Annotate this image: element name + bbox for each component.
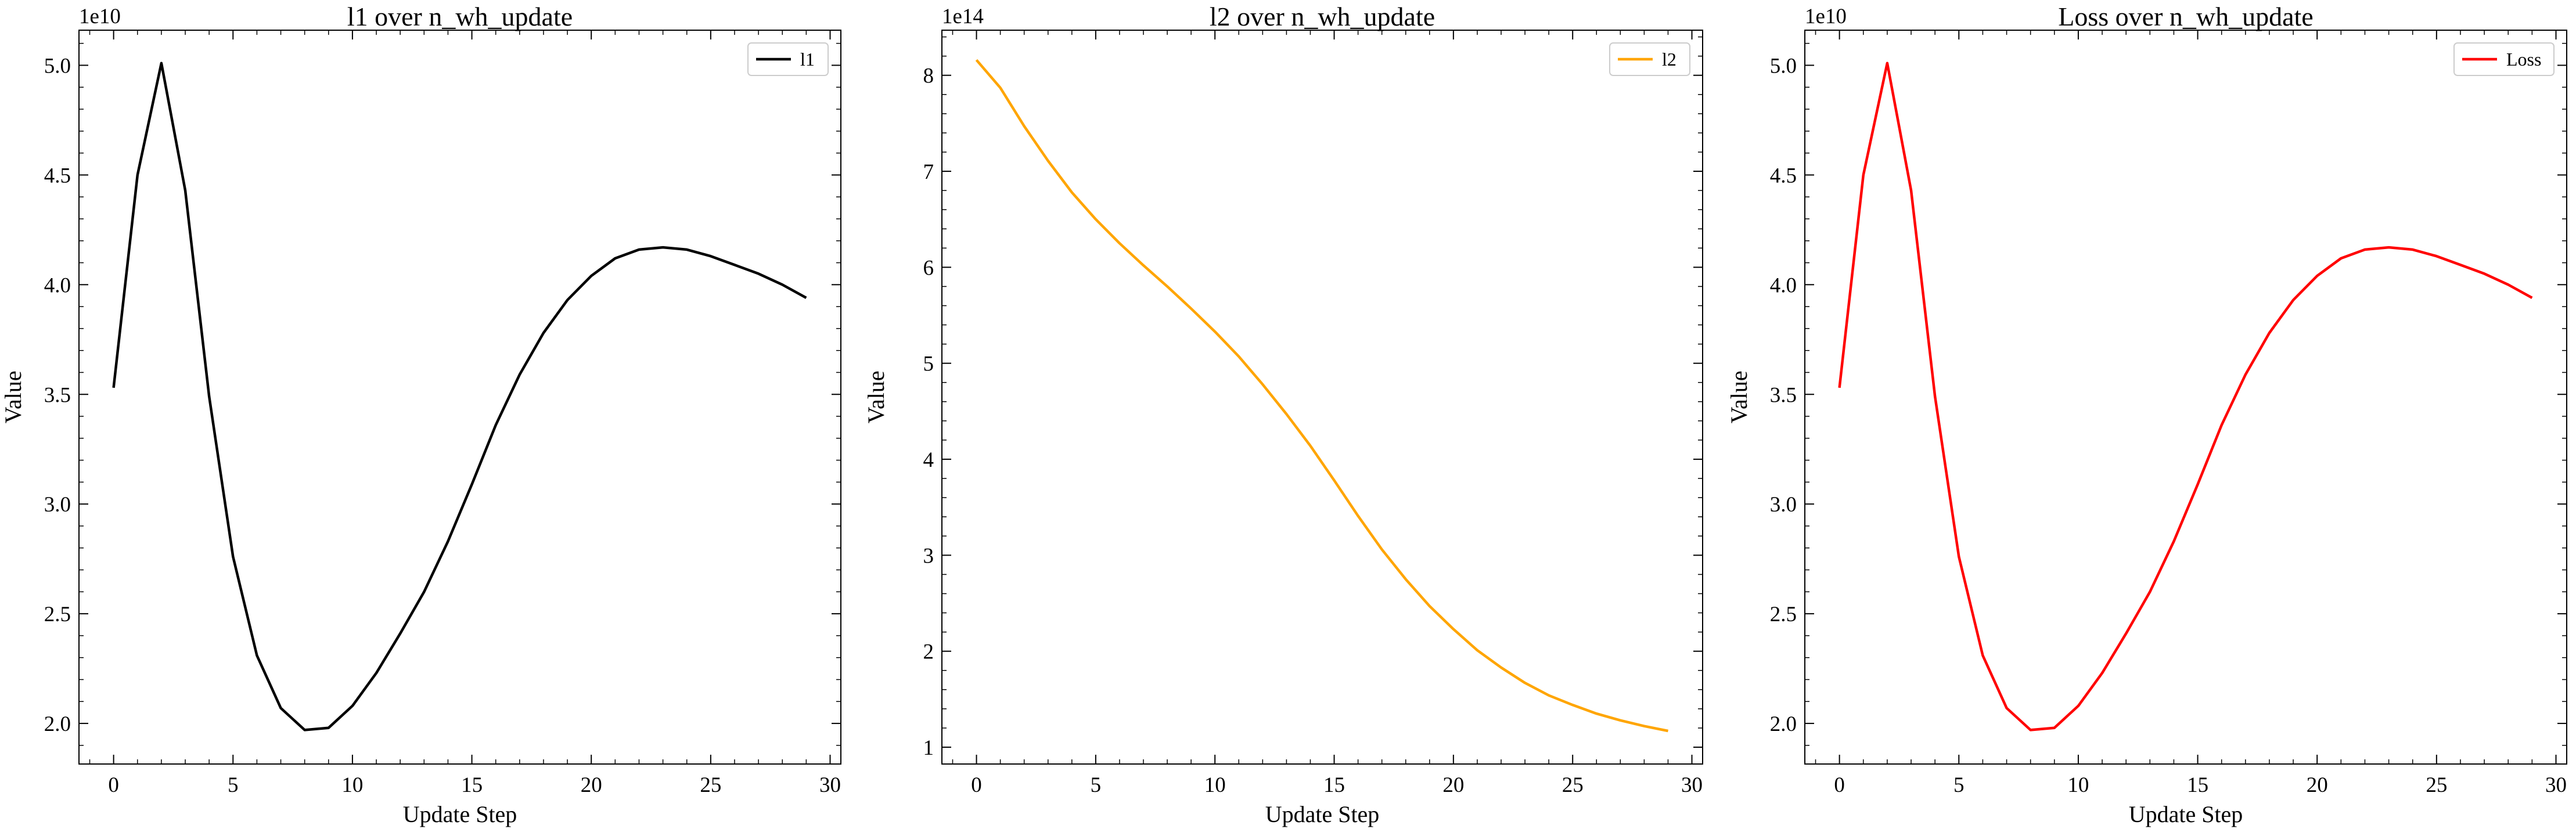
x-tick-label: 10 — [2067, 773, 2089, 797]
x-tick-label: 20 — [2307, 773, 2328, 797]
y-tick-label: 5.0 — [1770, 54, 1797, 78]
y-tick-label: 3.5 — [1770, 383, 1797, 407]
y-tick-label: 4.5 — [44, 164, 71, 188]
y-tick-label: 2.5 — [1770, 603, 1797, 626]
series-line-l1 — [112, 62, 807, 732]
series-line-loss — [1838, 62, 2533, 732]
y-tick-label: 5 — [923, 352, 934, 376]
x-axis-label: Update Step — [2129, 801, 2243, 827]
legend-label: l2 — [1662, 49, 1676, 70]
x-tick-label: 0 — [108, 773, 119, 797]
chart-panel-3: 0 5 10 15 20 25 30 2.0 2.5 3.0 3.5 4.0 4.5 5.0 Loss ov… — [1726, 2, 2567, 827]
y-tick-label: 1 — [923, 736, 934, 760]
y-offset-label: 1e10 — [1805, 5, 1847, 28]
x-tick-label: 30 — [2545, 773, 2567, 797]
x-tick-label: 5 — [1953, 773, 1965, 797]
legend: l2 — [1609, 42, 1690, 76]
legend: l1 — [747, 42, 829, 76]
x-tick-label: 25 — [2426, 773, 2447, 797]
y-tick-label: 4.0 — [1770, 273, 1797, 297]
x-tick-label: 20 — [581, 773, 602, 797]
plot-frame — [941, 30, 1703, 765]
y-tick-label: 4.0 — [44, 273, 71, 297]
x-tick-label: 15 — [461, 773, 483, 797]
plot-frame — [1804, 30, 2567, 765]
y-tick-label: 2.5 — [44, 603, 71, 626]
legend: Loss — [2453, 42, 2555, 76]
y-tick-label: 2 — [923, 640, 934, 664]
y-tick-label: 2.0 — [44, 712, 71, 736]
chart-panel-2: 0 5 10 15 20 25 30 1 2 3 4 5 6 7 8 l2 over n_wh_update U… — [863, 2, 1703, 827]
x-tick-label: 30 — [819, 773, 841, 797]
y-tick-label: 7 — [923, 160, 934, 184]
y-tick-label: 4 — [923, 448, 934, 472]
legend-label: l1 — [800, 49, 815, 70]
x-tick-label: 10 — [1204, 773, 1226, 797]
chart-title: Loss over n_wh_update — [2058, 2, 2313, 31]
y-axis-label: Value — [0, 370, 26, 423]
x-tick-label: 5 — [228, 773, 239, 797]
x-axis-label: Update Step — [1265, 801, 1380, 827]
y-tick-label: 3.0 — [44, 493, 71, 517]
legend-label: Loss — [2506, 49, 2541, 70]
y-offset-label: 1e10 — [79, 5, 121, 28]
y-tick-label: 8 — [923, 64, 934, 88]
y-tick-label: 3 — [923, 544, 934, 568]
plot-frame — [78, 30, 841, 765]
x-tick-label: 20 — [1442, 773, 1464, 797]
x-tick-label: 15 — [2187, 773, 2208, 797]
x-tick-label: 15 — [1323, 773, 1345, 797]
chart-title: l1 over n_wh_update — [347, 2, 573, 31]
x-tick-label: 5 — [1091, 773, 1102, 797]
y-tick-label: 3.0 — [1770, 493, 1797, 517]
y-tick-label: 6 — [923, 256, 934, 280]
x-tick-label: 30 — [1681, 773, 1703, 797]
y-tick-label: 2.0 — [1770, 712, 1797, 736]
x-tick-label: 0 — [971, 773, 982, 797]
y-tick-label: 3.5 — [44, 383, 71, 407]
x-tick-label: 25 — [700, 773, 721, 797]
x-tick-label: 0 — [1834, 773, 1845, 797]
y-axis-label: Value — [863, 370, 889, 423]
x-tick-label: 25 — [1562, 773, 1584, 797]
y-tick-label: 4.5 — [1770, 164, 1797, 188]
x-tick-label: 10 — [341, 773, 363, 797]
chart-panel-1: 0 5 10 15 20 25 30 2.0 2.5 3.0 3.5 4.0 4.5 5.0 l1 over… — [0, 2, 841, 827]
legend-box — [2453, 42, 2555, 76]
y-tick-label: 5.0 — [44, 54, 71, 78]
y-axis-label: Value — [1726, 370, 1752, 423]
x-axis-label: Update Step — [403, 801, 517, 827]
chart-title: l2 over n_wh_update — [1210, 2, 1435, 31]
y-offset-label: 1e14 — [942, 5, 984, 28]
series-line-l2 — [975, 59, 1668, 733]
